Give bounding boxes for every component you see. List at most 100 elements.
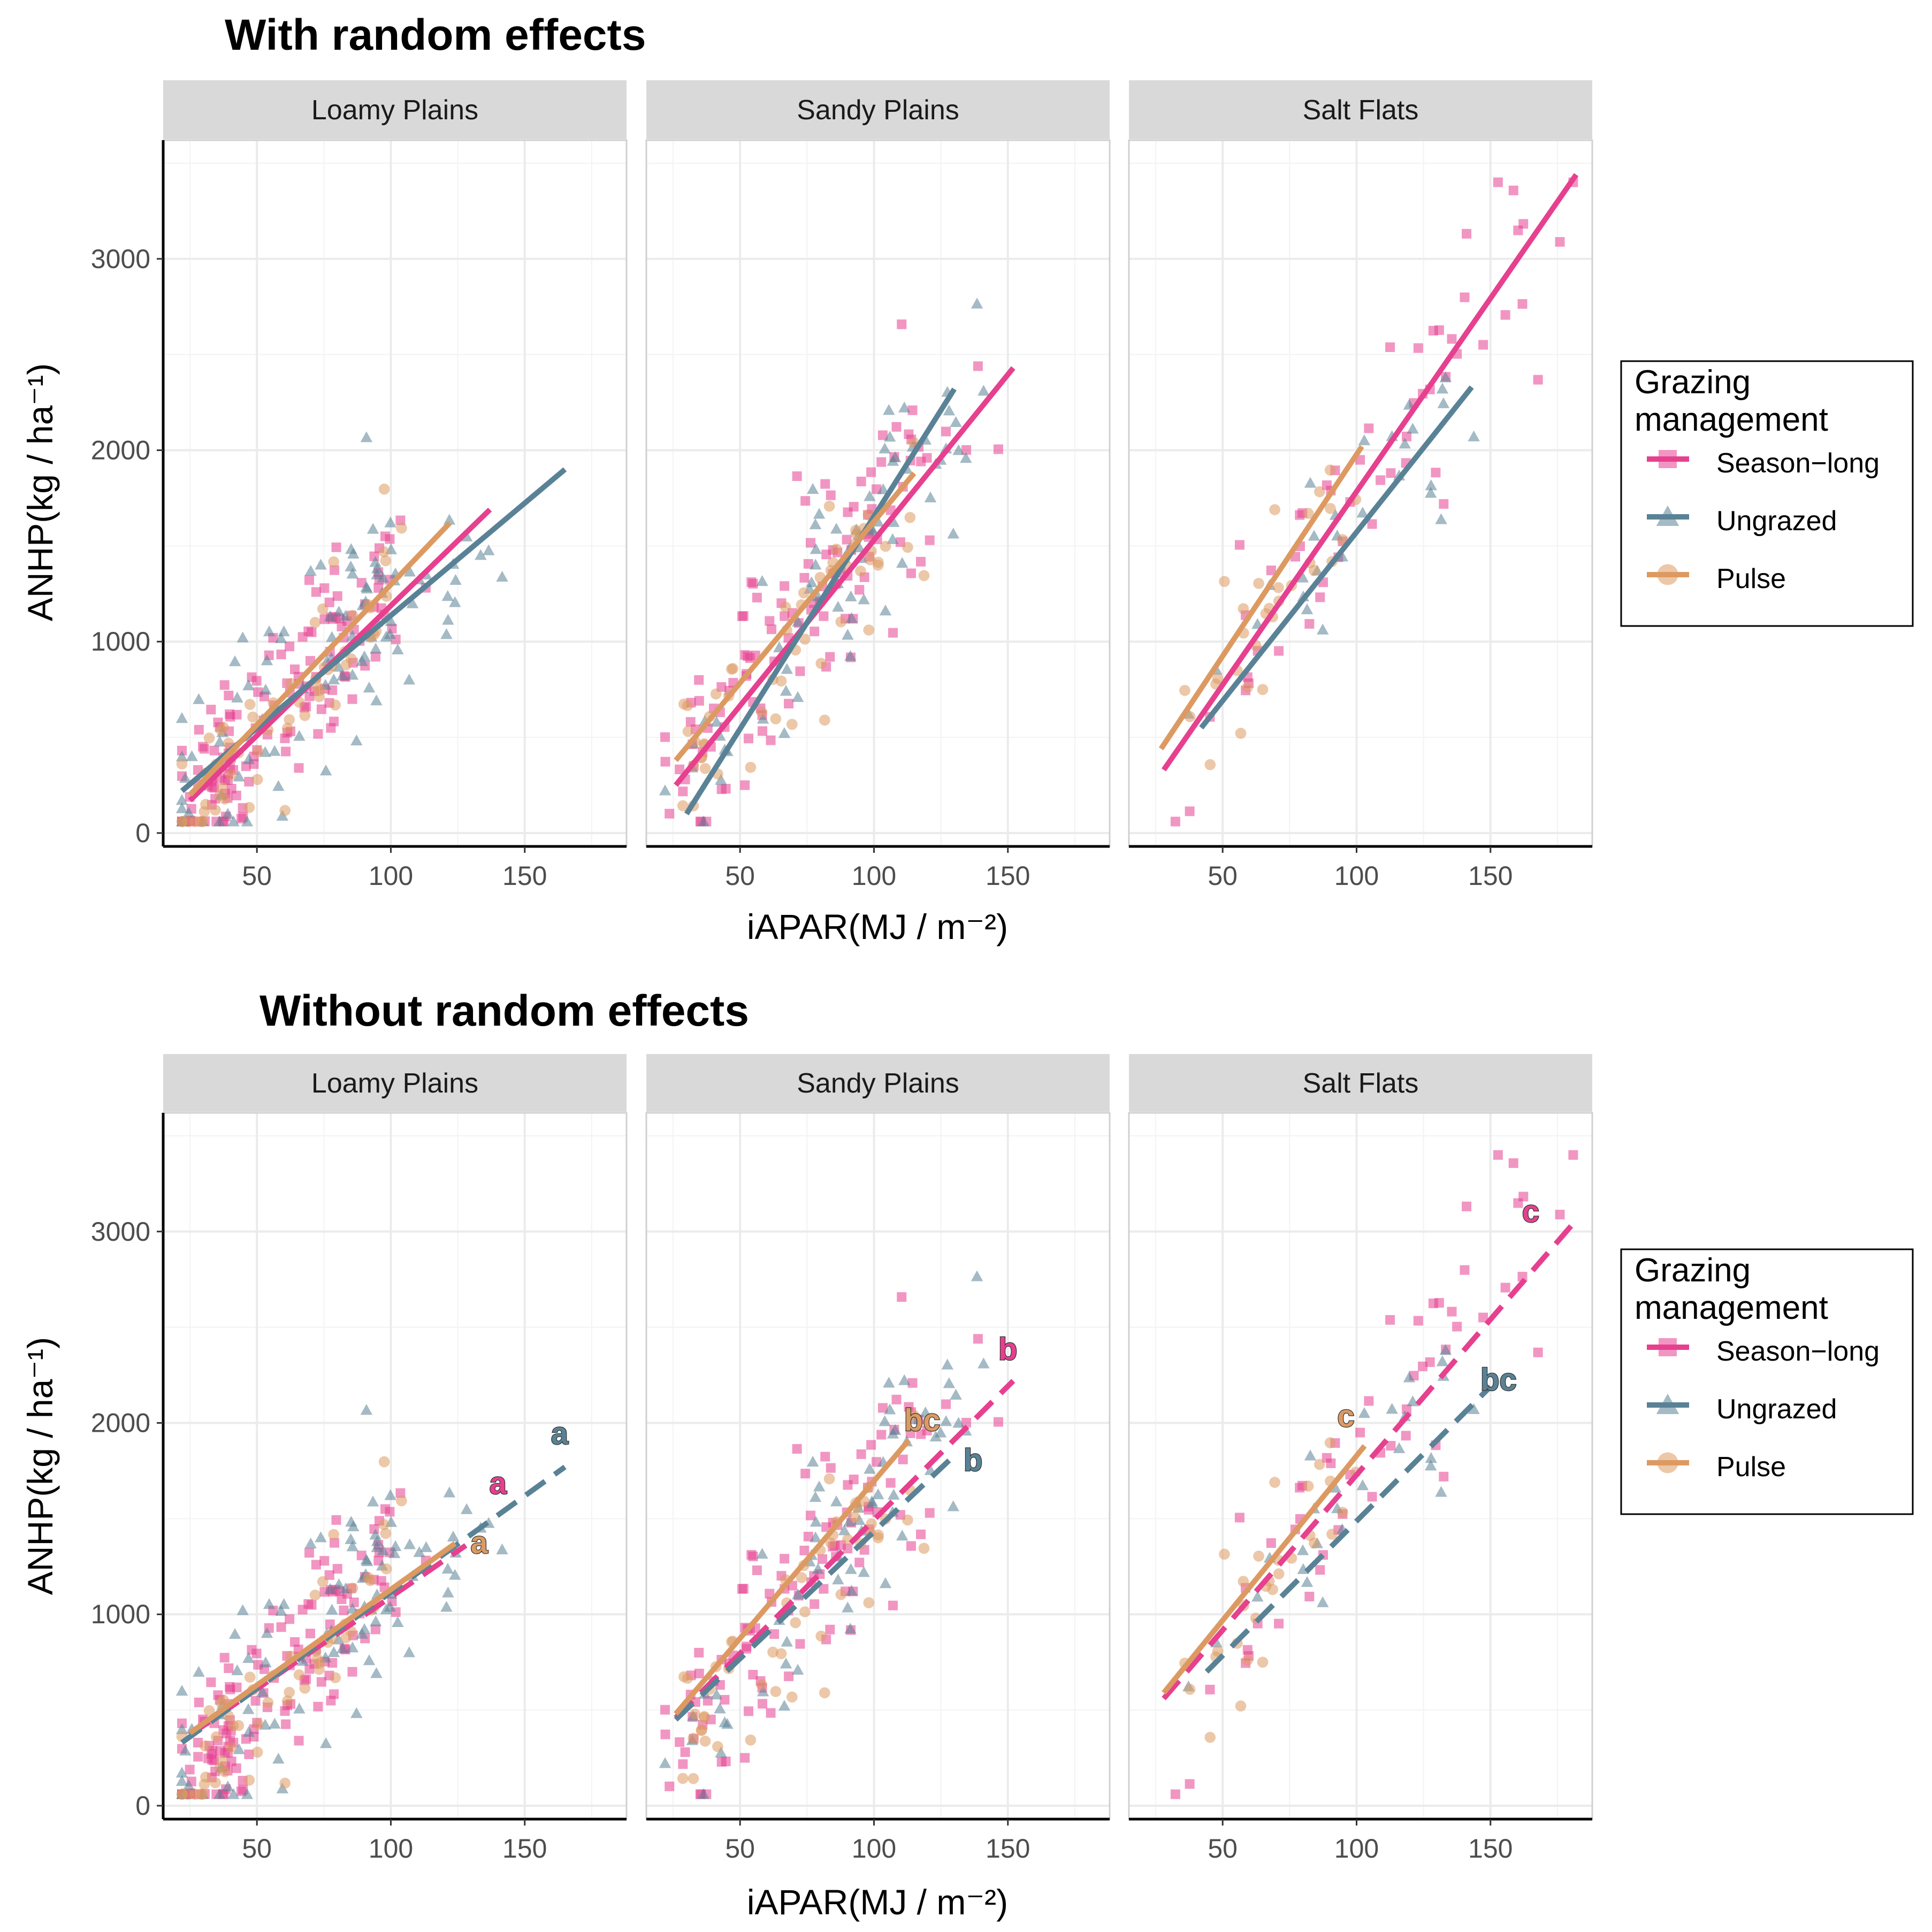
point-pulse [712,1741,723,1752]
point-pulse [282,1695,293,1707]
point-ungrazed [659,784,671,796]
point-ungrazed [842,629,854,640]
point-pulse [835,1589,847,1600]
point-ungrazed [236,631,249,643]
point-pulse [819,714,830,726]
point-ungrazed [222,807,234,819]
point-ungrazed [347,1520,360,1532]
point-season-long [1439,1471,1449,1482]
facet-strip [163,1054,627,1112]
regression-lines [1162,1218,1578,1700]
point-ungrazed [259,684,272,695]
gridlines [1129,1113,1592,1819]
point-season-long [820,479,830,489]
point-season-long [311,587,321,597]
point-season-long [738,1584,749,1594]
point-season-long [244,776,254,786]
point-ungrazed [1301,603,1314,614]
y-tick-label: 3000 [91,1217,150,1247]
point-pulse [244,699,256,710]
point-season-long [767,624,777,635]
point-ungrazed [710,1689,723,1700]
point-ungrazed [441,590,454,601]
point-season-long [907,405,918,415]
point-ungrazed [941,1358,953,1370]
point-ungrazed [406,597,419,608]
point-pulse [247,711,258,723]
point-season-long [792,1444,802,1454]
point-season-long [1439,499,1449,509]
point-season-long [329,716,339,727]
point-season-long [660,732,670,742]
point-ungrazed [380,630,392,642]
group-letter-label: c [1522,1194,1539,1229]
point-ungrazed [1439,1344,1452,1355]
y-tick-label: 3000 [91,244,150,274]
point-pulse [780,601,791,613]
regression-lines [1158,173,1579,772]
point-ungrazed [315,559,327,570]
point-season-long [1568,1150,1578,1160]
point-pulse [849,1511,860,1523]
plot-background [1129,140,1592,846]
point-ungrazed [1435,1486,1447,1497]
point-ungrazed [370,694,383,706]
point-ungrazed [261,1627,273,1638]
point-ungrazed [233,770,245,782]
point-season-long [337,1594,347,1605]
point-ungrazed [333,605,345,617]
point-ungrazed [449,596,461,607]
point-pulse [309,1590,321,1601]
facet-strip [646,80,1110,139]
point-ungrazed [403,1646,416,1658]
point-pulse [677,800,689,812]
legend-label-ungrazed: Ungrazed [1716,506,1837,537]
point-season-long [1462,228,1472,239]
point-season-long [1413,1316,1423,1326]
point-ungrazed [697,1788,710,1799]
point-pulse [219,1766,231,1777]
point-ungrazed [175,1767,188,1778]
point-ungrazed [278,1598,290,1609]
point-season-long [285,642,295,652]
point-ungrazed [978,1357,990,1369]
point-season-long [780,581,790,591]
point-season-long [744,1706,754,1716]
point-ungrazed [952,1417,965,1428]
point-season-long [800,496,811,506]
point-ungrazed [715,1746,727,1758]
point-season-long [1428,1299,1438,1309]
point-season-long [854,585,865,595]
point-pulse [225,1742,237,1753]
point-ungrazed [263,625,276,637]
point-ungrazed [175,1723,188,1735]
point-ungrazed [845,1563,857,1574]
point-pulse [176,758,188,770]
point-season-long [694,1668,704,1678]
point-ungrazed [242,679,255,691]
point-pulse [199,1740,211,1752]
point-season-long [206,1677,216,1687]
point-season-long [680,1747,690,1757]
point-ungrazed [792,1588,804,1600]
point-ungrazed [1437,397,1450,408]
point-pulse [1242,682,1253,693]
y-tick-label: 1000 [91,1599,150,1629]
point-ungrazed [1424,1460,1437,1471]
point-pulse [815,658,827,669]
point-ungrazed [403,1538,416,1549]
point-season-long [1460,292,1470,302]
point-season-long [226,784,236,794]
point-ungrazed [1425,1452,1437,1463]
point-ungrazed [242,1703,255,1714]
point-ungrazed [175,794,188,805]
point-ungrazed [1329,1482,1342,1493]
point-ungrazed [179,772,192,783]
point-season-long [694,1647,704,1658]
point-ungrazed [813,508,826,519]
point-pulse [279,805,291,816]
point-ungrazed [213,1788,226,1799]
point-ungrazed [845,590,857,601]
point-season-long [660,1729,670,1739]
point-season-long [232,1682,242,1692]
